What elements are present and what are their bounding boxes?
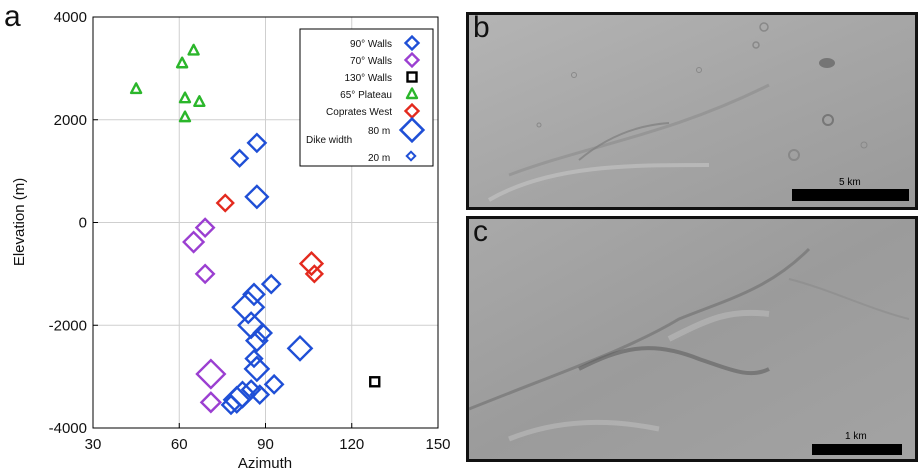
data-point-diamond	[231, 290, 266, 325]
legend-entries: 90° Walls 70° Walls 130° Walls 65° Plateau C…	[326, 34, 421, 120]
legend-label: 70° Walls	[350, 56, 392, 67]
y-tick-label: -4000	[49, 420, 87, 437]
data-marks	[129, 43, 381, 416]
y-ticks: -4000 -2000 0 2000 4000	[49, 9, 98, 437]
data-point-diamond	[215, 193, 235, 213]
legend-size-title: Dike width	[306, 135, 352, 146]
x-tick-label: 90	[257, 436, 274, 453]
legend-size-marker-small	[405, 150, 417, 162]
legend-size-label-small: 20 m	[368, 153, 390, 164]
series-group	[369, 376, 381, 388]
legend: 90° Walls 70° Walls 130° Walls 65° Plateau C…	[299, 28, 434, 167]
data-point-diamond	[286, 335, 314, 362]
data-point-diamond	[263, 373, 285, 395]
y-tick-label: -2000	[49, 317, 87, 334]
data-point-triangle	[178, 91, 192, 104]
legend-label: 65° Plateau	[340, 90, 392, 101]
legend-marker	[406, 71, 418, 83]
series-group	[220, 132, 314, 416]
legend-marker	[403, 102, 421, 120]
data-point-triangle	[193, 95, 206, 107]
data-point-diamond	[194, 217, 216, 239]
data-point-diamond	[260, 273, 282, 295]
data-point-diamond	[182, 230, 206, 254]
legend-label: Coprates West	[326, 107, 392, 118]
x-tick-label: 30	[85, 436, 102, 453]
data-point-diamond	[304, 264, 325, 284]
legend-label: 130° Walls	[344, 73, 392, 84]
data-point-diamond	[252, 322, 274, 344]
data-point-triangle	[187, 43, 200, 56]
data-point-square	[369, 376, 381, 388]
grid	[93, 17, 438, 428]
data-point-triangle	[175, 56, 189, 69]
x-tick-label: 120	[339, 436, 364, 453]
x-tick-label: 60	[171, 436, 188, 453]
x-tick-label: 150	[425, 436, 450, 453]
image-panel-b: b 5 km	[466, 12, 918, 210]
terrain-image-c	[469, 219, 915, 459]
data-point-diamond	[242, 282, 266, 307]
scatter-plot: 30 60 90 120 150 -4000 -2000 0 2000 4000 Azimuth…	[11, 9, 451, 472]
panel-letter-a: a	[4, 0, 21, 33]
data-point-diamond	[229, 148, 250, 168]
x-axis-label: Azimuth	[238, 455, 292, 472]
data-point-diamond	[194, 263, 216, 285]
y-tick-label: 0	[79, 215, 87, 232]
data-point-diamond	[244, 328, 269, 353]
series-group	[215, 193, 325, 284]
scale-label-c: 1 km	[845, 431, 867, 442]
terrain-image-b	[469, 15, 915, 207]
data-point-diamond	[222, 385, 251, 414]
legend-marker	[403, 34, 421, 52]
data-point-triangle	[129, 82, 143, 95]
data-point-diamond	[249, 384, 271, 406]
data-point-diamond	[199, 391, 223, 414]
legend-size-marker-large	[398, 116, 426, 144]
data-point-diamond	[244, 184, 270, 210]
y-tick-label: 2000	[54, 112, 87, 129]
data-point-diamond	[195, 358, 227, 390]
data-point-diamond	[243, 355, 271, 383]
panel-letter-b: b	[473, 12, 490, 44]
legend-marker	[405, 87, 419, 100]
x-ticks: 30 60 90 120 150	[85, 423, 451, 453]
image-panel-c: c 1 km	[466, 216, 918, 462]
scale-label-b: 5 km	[839, 177, 861, 188]
legend-label: 90° Walls	[350, 39, 392, 50]
series-group	[182, 217, 227, 414]
series-group	[129, 43, 206, 123]
data-point-triangle	[178, 110, 192, 123]
data-point-diamond	[220, 394, 242, 416]
scale-bar-c	[812, 444, 902, 455]
scale-bar-b	[792, 189, 909, 201]
legend-size-label-large: 80 m	[368, 126, 390, 137]
legend-marker	[403, 51, 421, 69]
y-tick-label: 4000	[54, 9, 87, 26]
panel-letter-c: c	[473, 216, 488, 248]
data-point-diamond	[246, 132, 268, 154]
y-axis-label: Elevation (m)	[11, 178, 28, 266]
